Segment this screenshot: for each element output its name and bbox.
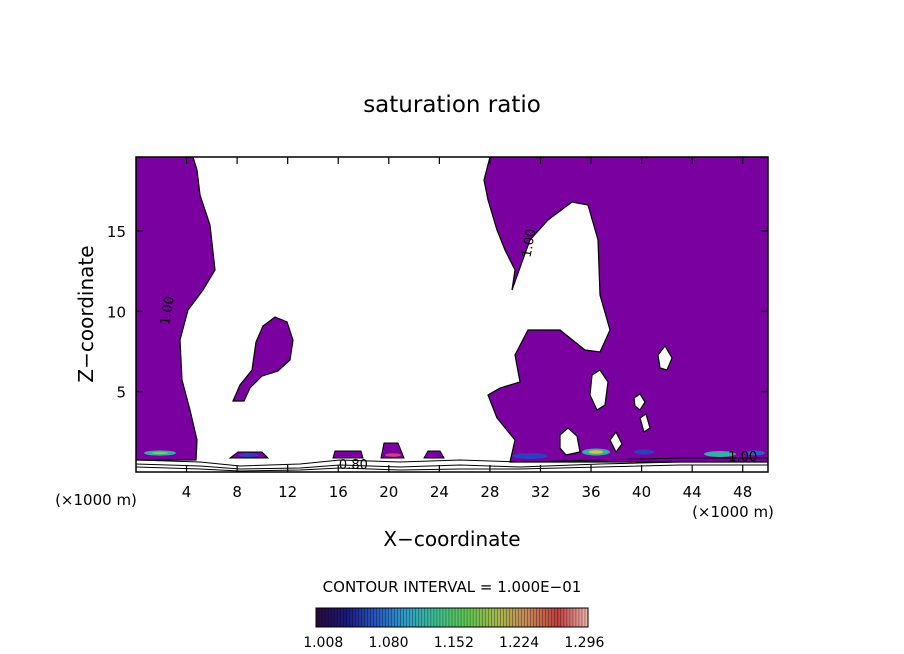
y-tick-label-0: 5	[116, 384, 126, 402]
colorbar-label-0: 1.008	[303, 635, 343, 651]
y-axis-label: Z−coordinate	[74, 245, 98, 382]
x-tick-label-0: 4	[182, 483, 192, 501]
x-tick-label-10: 44	[683, 483, 702, 501]
x-tick-label-11: 48	[733, 483, 752, 501]
x-tick-label-5: 24	[430, 483, 449, 501]
x-tick-label-2: 12	[278, 483, 297, 501]
y-axis-ticks: 5 10 15	[107, 223, 768, 402]
surface-contour-lines	[136, 457, 768, 472]
colorbar-label-4: 1.296	[564, 635, 604, 651]
x-unit-right: (×1000 m)	[692, 503, 774, 521]
hole-3	[633, 393, 646, 411]
contour-interval-text: CONTOUR INTERVAL = 1.000E−01	[323, 578, 582, 596]
x-tick-label-7: 32	[531, 483, 550, 501]
colorbar-label-1: 1.080	[368, 635, 408, 651]
x-axis-label: X−coordinate	[383, 527, 520, 551]
hole-1	[589, 369, 609, 411]
contour-labels: 1.00 1.00 0.80 1.00	[158, 228, 757, 473]
contour-region-blob	[232, 316, 294, 402]
colorbar-labels: 1.008 1.080 1.152 1.224 1.296	[303, 635, 604, 651]
contour-label-1: 1.00	[520, 228, 540, 259]
x-tick-label-9: 40	[632, 483, 651, 501]
contour-region-right	[483, 157, 768, 463]
hole-4	[559, 427, 581, 456]
contour-region-left	[136, 157, 216, 461]
plot-frame	[135, 156, 769, 473]
colorbar-label-2: 1.152	[434, 635, 474, 651]
chart-title: saturation ratio	[363, 92, 541, 118]
contour-label-2: 0.80	[339, 458, 368, 473]
contour-label-0: 1.00	[158, 295, 178, 326]
hole-5	[609, 430, 623, 454]
plot-area: 1.00 1.00 0.80 1.00	[135, 156, 769, 473]
contour-fill-group: 1.00 1.00 0.80 1.00	[136, 157, 768, 473]
x-tick-label-3: 16	[329, 483, 348, 501]
x-tick-label-4: 20	[379, 483, 398, 501]
hole-2	[657, 344, 673, 371]
y-tick-label-2: 15	[107, 223, 126, 241]
y-tick-label-1: 10	[107, 303, 126, 321]
x-tick-label-8: 36	[581, 483, 600, 501]
x-axis-ticks: 4 8 12 16 20 24 28 32 36 40 44 48	[182, 157, 752, 501]
contour-label-3: 1.00	[728, 450, 757, 465]
colorbar-hatching	[318, 608, 586, 627]
hole-6	[639, 413, 651, 433]
near-surface-patches	[138, 442, 765, 459]
colorbar-label-3: 1.224	[499, 635, 539, 651]
x-unit-left: (×1000 m)	[55, 491, 137, 509]
x-tick-label-1: 8	[232, 483, 242, 501]
x-tick-label-6: 28	[480, 483, 499, 501]
